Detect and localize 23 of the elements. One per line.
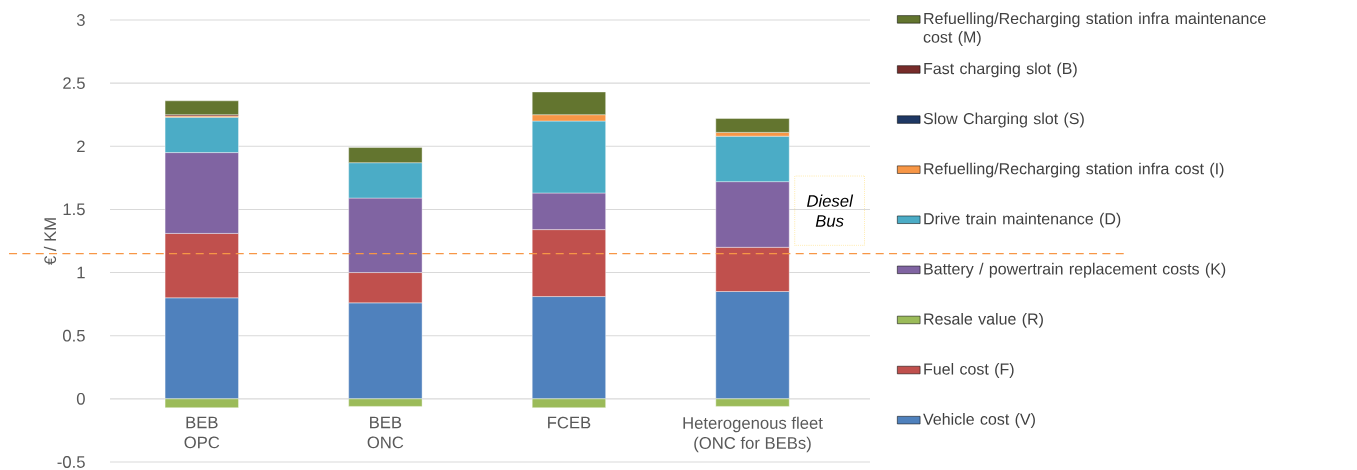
y-tick-label: -0.5 [57, 456, 85, 468]
y-tick-label: 0.5 [63, 329, 85, 342]
y-axis-title: € / KM [43, 218, 57, 265]
legend-label: Vehicle cost (V) [923, 413, 1035, 428]
x-tick-label: BEB OPC [184, 416, 220, 449]
x-tick-label: FCEB [548, 416, 591, 429]
legend-label: Fuel cost (F) [924, 363, 1014, 378]
y-tick-label: 0 [76, 392, 85, 405]
y-tick-label: 2 [77, 140, 85, 153]
x-tick-label: BEB ONC [367, 416, 404, 449]
y-tick-label: 2.5 [63, 77, 85, 90]
y-tick-label: 1 [77, 266, 85, 279]
y-tick-label: 3 [76, 14, 85, 26]
y-tick-label: 1.5 [63, 203, 85, 216]
legend-label: Slow Charging slot (S) [923, 112, 1084, 128]
legend-label: Refuelling/Recharging station infra maintenance cost (M) [923, 12, 1266, 46]
legend-label: Battery / powertrain replacement costs (K) [924, 262, 1226, 278]
legend-label: Fast charging slot (B) [924, 62, 1077, 78]
ref-line-label: Diesel Bus [806, 194, 854, 227]
legend-label: Refuelling/Recharging station infra cost (I) [924, 162, 1224, 178]
legend-label: Drive train maintenance (D) [924, 212, 1121, 228]
legend-label: Resale value (R) [924, 312, 1043, 328]
x-tick-label: Heterogenous fleet (ONC for BEBs) [683, 416, 823, 453]
